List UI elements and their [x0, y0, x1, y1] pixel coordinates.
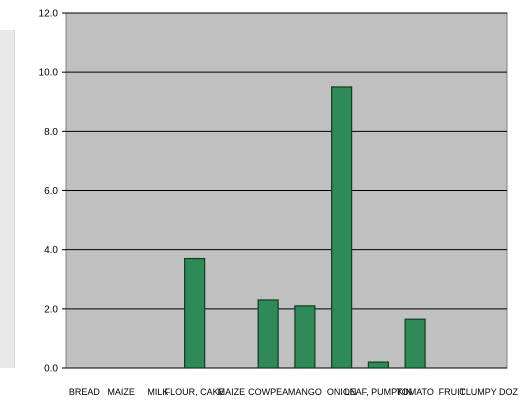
- x-category-label: TOMATO: [396, 387, 434, 397]
- bar: [184, 257, 206, 369]
- y-axis-ticks: 0.0 2.0 4.0 6.0 8.0 10.0 12.0: [39, 9, 66, 375]
- y-tick-label: 2.0: [44, 304, 58, 315]
- x-category-label: COWPEA: [248, 387, 288, 397]
- x-category-label: CLUMPY DOZ: [459, 387, 518, 397]
- x-category-label: FRUIT: [439, 387, 466, 397]
- y-tick-label: 10.0: [39, 68, 59, 79]
- x-category-label: FLOUR, CAKE: [165, 387, 225, 397]
- x-category-label: MILK: [147, 387, 168, 397]
- x-category-label: MAIZE: [107, 387, 135, 397]
- x-category-label: ONION: [327, 387, 357, 397]
- y-tick-label: 8.0: [44, 127, 58, 138]
- x-category-label: MANGO: [288, 387, 322, 397]
- x-category-label: BREAD: [69, 387, 101, 397]
- bar: [331, 86, 353, 369]
- y-tick-label: 12.0: [39, 9, 59, 20]
- side-panel: [0, 30, 15, 368]
- y-tick-label: 0.0: [44, 364, 58, 375]
- y-tick-label: 6.0: [44, 186, 58, 197]
- x-category-label: LEAF, PUMPKIN: [345, 387, 413, 397]
- bar: [294, 305, 316, 369]
- bar: [367, 361, 389, 369]
- bar: [404, 318, 426, 369]
- bar: [257, 299, 279, 369]
- y-tick-label: 4.0: [44, 245, 58, 256]
- x-category-label: MAIZE: [218, 387, 246, 397]
- bars: [184, 86, 426, 369]
- gridlines: [66, 12, 507, 369]
